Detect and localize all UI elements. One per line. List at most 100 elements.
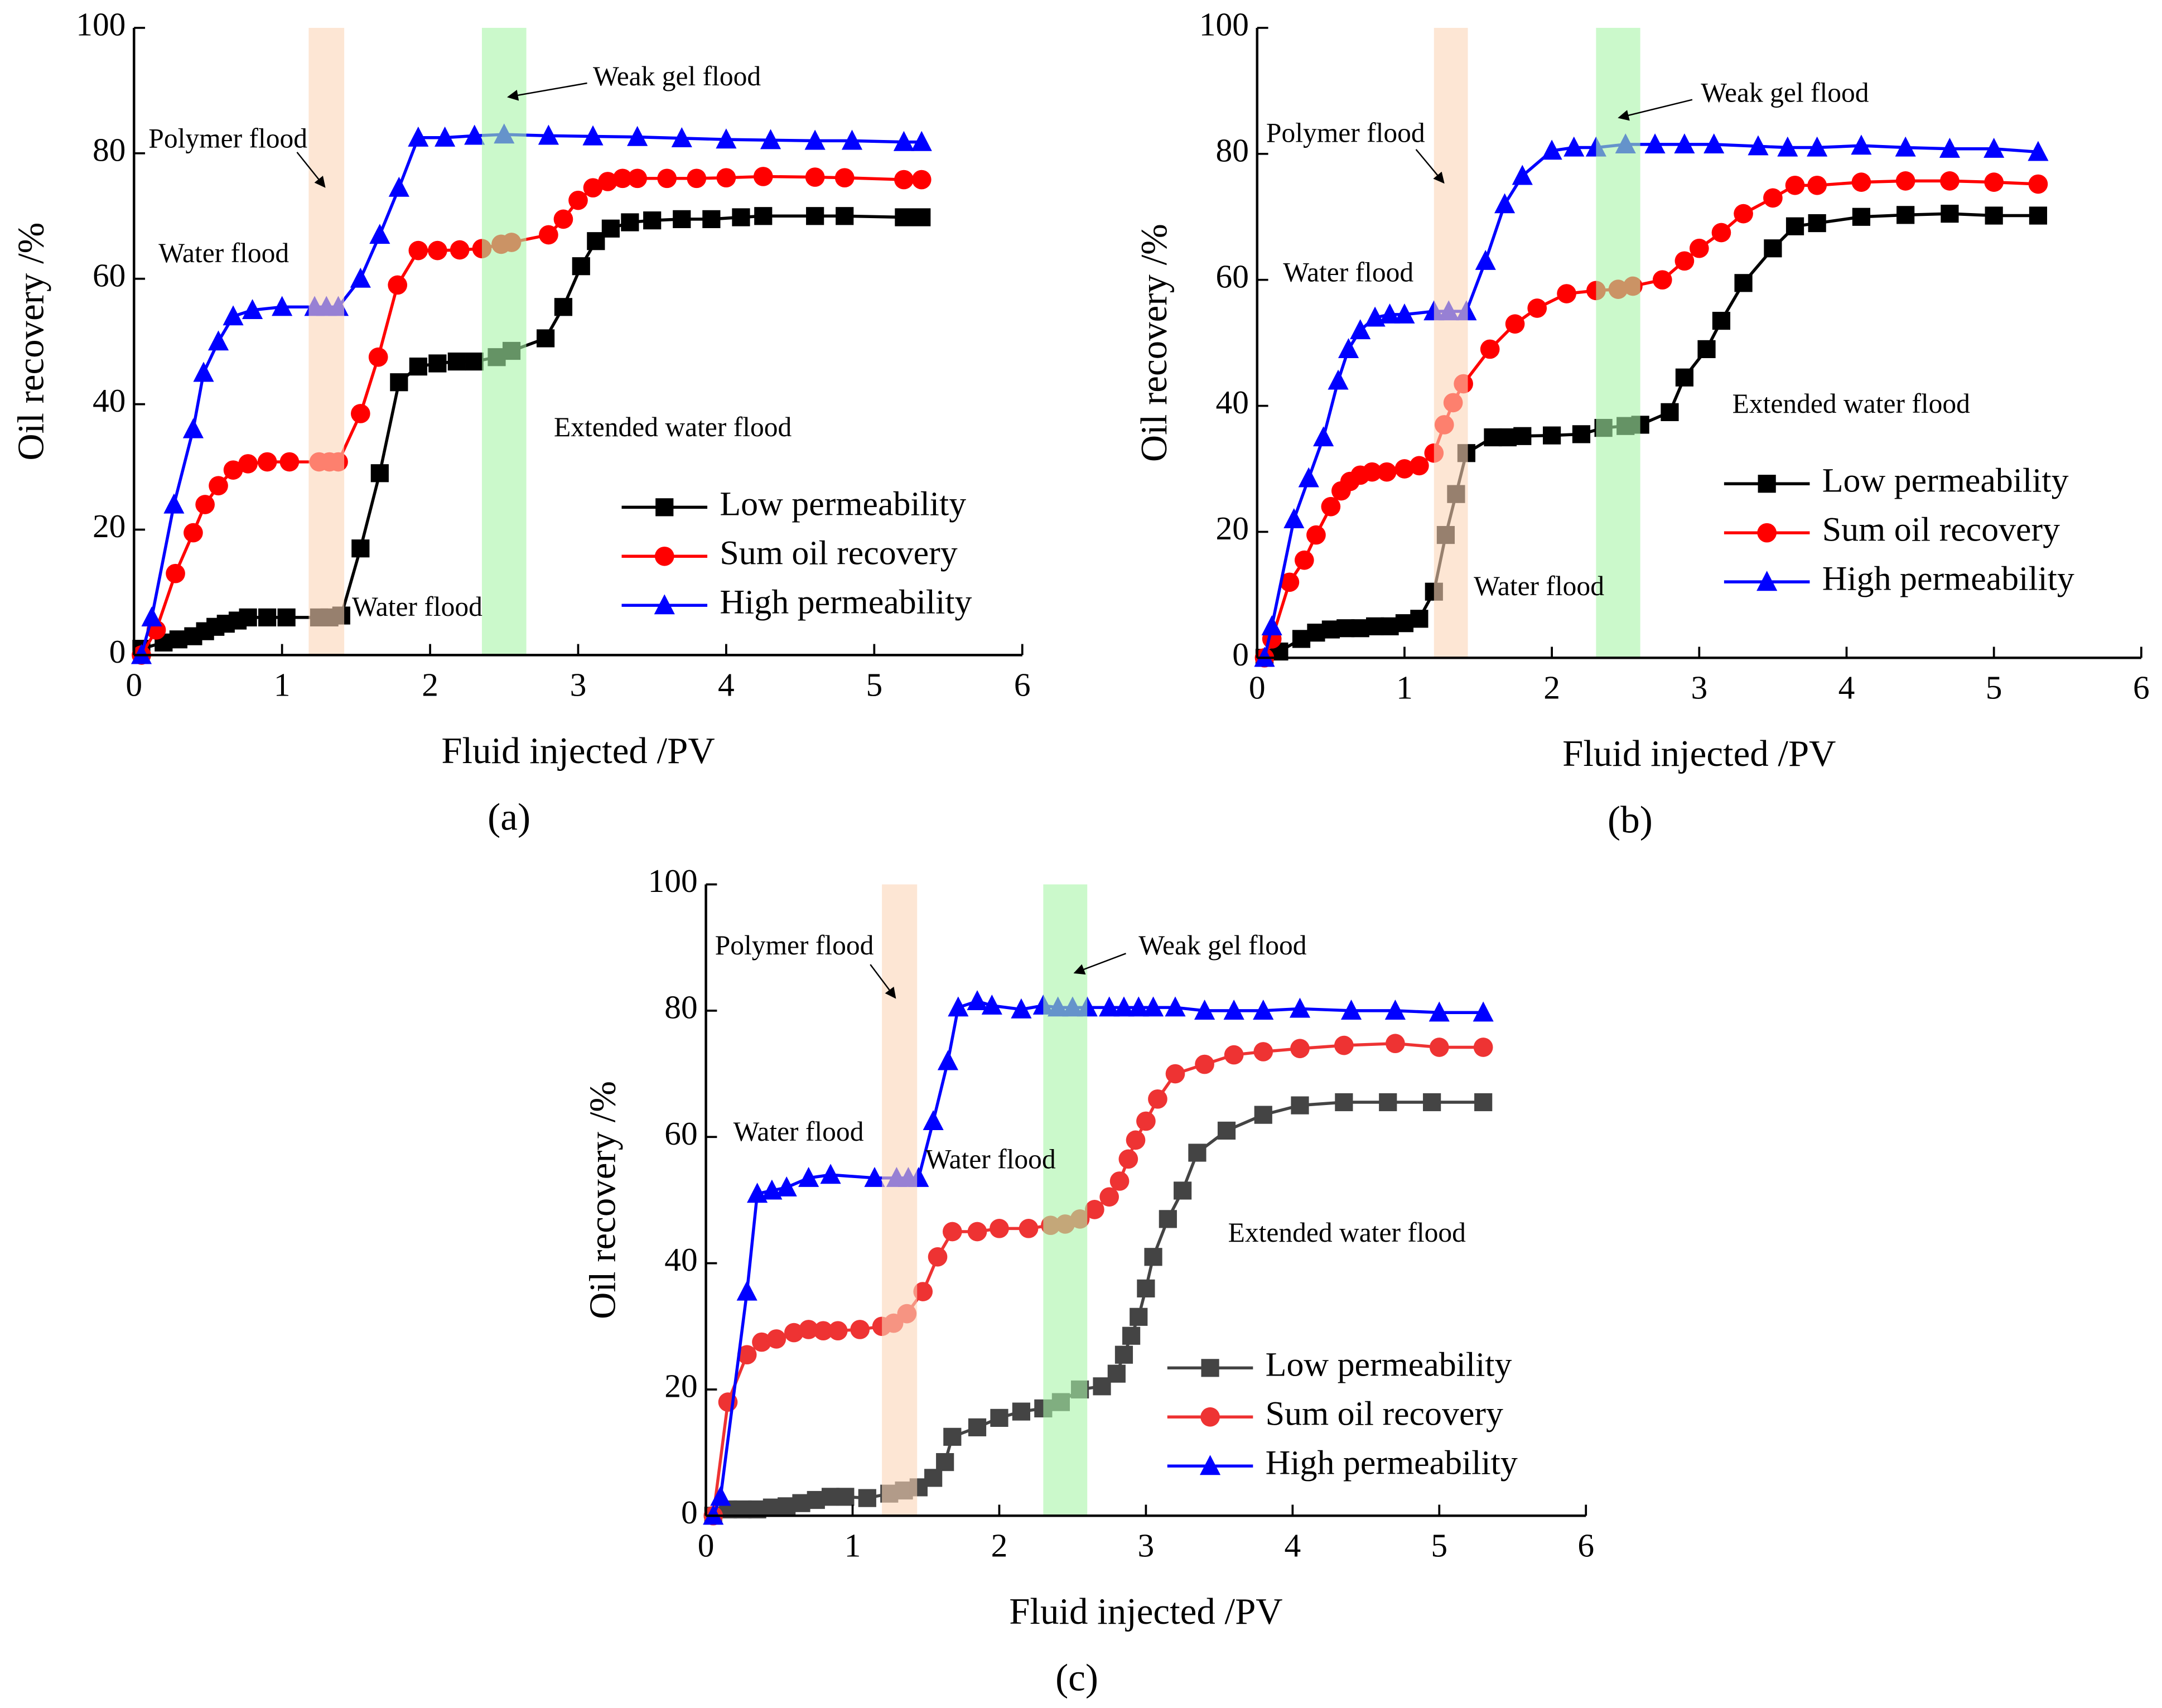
marker-circle <box>1410 456 1429 476</box>
legend-label: Sum oil recovery <box>720 534 957 572</box>
annotation-arrow <box>1073 953 1126 975</box>
y-tick-label: 40 <box>93 382 126 419</box>
marker-square <box>1661 403 1679 421</box>
marker-triangle <box>654 594 675 615</box>
marker-triangle <box>163 493 185 514</box>
x-tick-label: 2 <box>1543 669 1560 706</box>
marker-square <box>390 373 408 392</box>
annotation: Weak gel flood <box>593 61 761 91</box>
marker-triangle <box>223 305 244 326</box>
marker-circle <box>1290 1039 1310 1059</box>
marker-circle <box>612 168 633 189</box>
marker-triangle <box>464 124 485 145</box>
marker-triangle <box>1777 136 1798 157</box>
x-tick-label: 2 <box>422 666 438 703</box>
legend-label: High permeability <box>1822 559 2074 597</box>
marker-circle <box>2028 174 2048 194</box>
marker-square <box>258 608 277 626</box>
x-tick-label: 3 <box>1691 669 1707 706</box>
marker-square <box>1410 610 1429 628</box>
marker-triangle <box>1113 996 1135 1017</box>
marker-square <box>1896 206 1915 224</box>
x-tick-label: 0 <box>126 666 142 703</box>
marker-triangle <box>948 996 969 1017</box>
marker-triangle <box>1340 1000 1362 1020</box>
marker-circle <box>598 172 617 191</box>
marker-circle <box>911 170 932 190</box>
marker-square <box>806 207 824 225</box>
annotation: Weak gel flood <box>1138 930 1306 961</box>
marker-triangle <box>1289 997 1311 1018</box>
marker-circle <box>583 178 603 198</box>
marker-square <box>924 1469 943 1487</box>
marker-triangle <box>798 1166 819 1187</box>
x-tick-label: 6 <box>2133 669 2150 706</box>
marker-triangle <box>761 1179 783 1200</box>
marker-triangle <box>1128 996 1149 1017</box>
legend-label: High permeability <box>1266 1444 1518 1482</box>
marker-triangle <box>1223 1000 1244 1020</box>
marker-circle <box>368 347 388 367</box>
annotation: Water flood <box>925 1144 1056 1175</box>
y-tick-label: 60 <box>1215 258 1248 295</box>
legend-label: Sum oil recovery <box>1822 510 2060 548</box>
marker-circle <box>223 460 243 480</box>
y-tick-label: 100 <box>76 6 126 43</box>
marker-circle <box>388 275 408 295</box>
marker-square <box>1758 475 1776 493</box>
marker-circle <box>1480 339 1500 359</box>
series-line <box>139 133 922 656</box>
marker-circle <box>1280 572 1300 592</box>
marker-square <box>409 358 427 376</box>
marker-square <box>1144 1248 1162 1266</box>
marker-circle <box>766 1329 786 1349</box>
marker-circle <box>1148 1089 1167 1109</box>
x-tick-label: 1 <box>1396 669 1413 706</box>
annotation: Water flood <box>1283 257 1413 288</box>
marker-square <box>732 208 750 226</box>
marker-triangle <box>1384 1000 1406 1020</box>
marker-circle <box>1334 1035 1354 1055</box>
marker-triangle <box>911 131 932 151</box>
marker-triangle <box>1475 249 1496 270</box>
marker-triangle <box>937 1050 959 1070</box>
x-tick-label: 4 <box>1284 1527 1301 1564</box>
y-axis-label: Oil recovery /% <box>1133 224 1175 462</box>
marker-triangle <box>760 129 781 149</box>
marker-circle <box>1394 459 1415 479</box>
marker-square <box>554 298 573 316</box>
marker-square <box>1174 1181 1192 1200</box>
x-axis-label: Fluid injected /PV <box>1009 1591 1282 1632</box>
marker-triangle <box>1748 135 1769 156</box>
y-tick-label: 0 <box>1232 636 1249 673</box>
marker-triangle <box>864 1166 885 1187</box>
marker-square <box>1423 1093 1441 1112</box>
x-tick-label: 5 <box>1431 1527 1447 1564</box>
legend-label: Low permeability <box>1822 461 2069 499</box>
marker-square <box>1764 239 1782 258</box>
marker-triangle <box>1674 133 1695 153</box>
marker-triangle <box>1313 426 1334 447</box>
annotation: Extended water flood <box>554 412 792 442</box>
marker-circle <box>1674 251 1695 271</box>
marker-circle <box>834 168 855 188</box>
marker-square <box>536 329 555 348</box>
marker-circle <box>1165 1064 1185 1084</box>
x-tick-label: 6 <box>1577 1527 1594 1564</box>
marker-square <box>943 1427 962 1446</box>
marker-triangle <box>1298 467 1319 488</box>
legend: Low permeability Sum oil recovery High per… <box>1724 461 2074 597</box>
marker-square <box>277 608 296 626</box>
marker-circle <box>716 168 736 188</box>
marker-circle <box>184 523 203 543</box>
marker-circle <box>654 546 674 566</box>
marker-triangle <box>841 129 863 150</box>
marker-triangle <box>1394 303 1415 324</box>
stage-band <box>1596 27 1640 658</box>
marker-circle <box>1763 188 1783 208</box>
annotation: Polymer flood <box>148 123 307 153</box>
marker-square <box>1291 1096 1309 1114</box>
marker-square <box>1543 426 1561 445</box>
